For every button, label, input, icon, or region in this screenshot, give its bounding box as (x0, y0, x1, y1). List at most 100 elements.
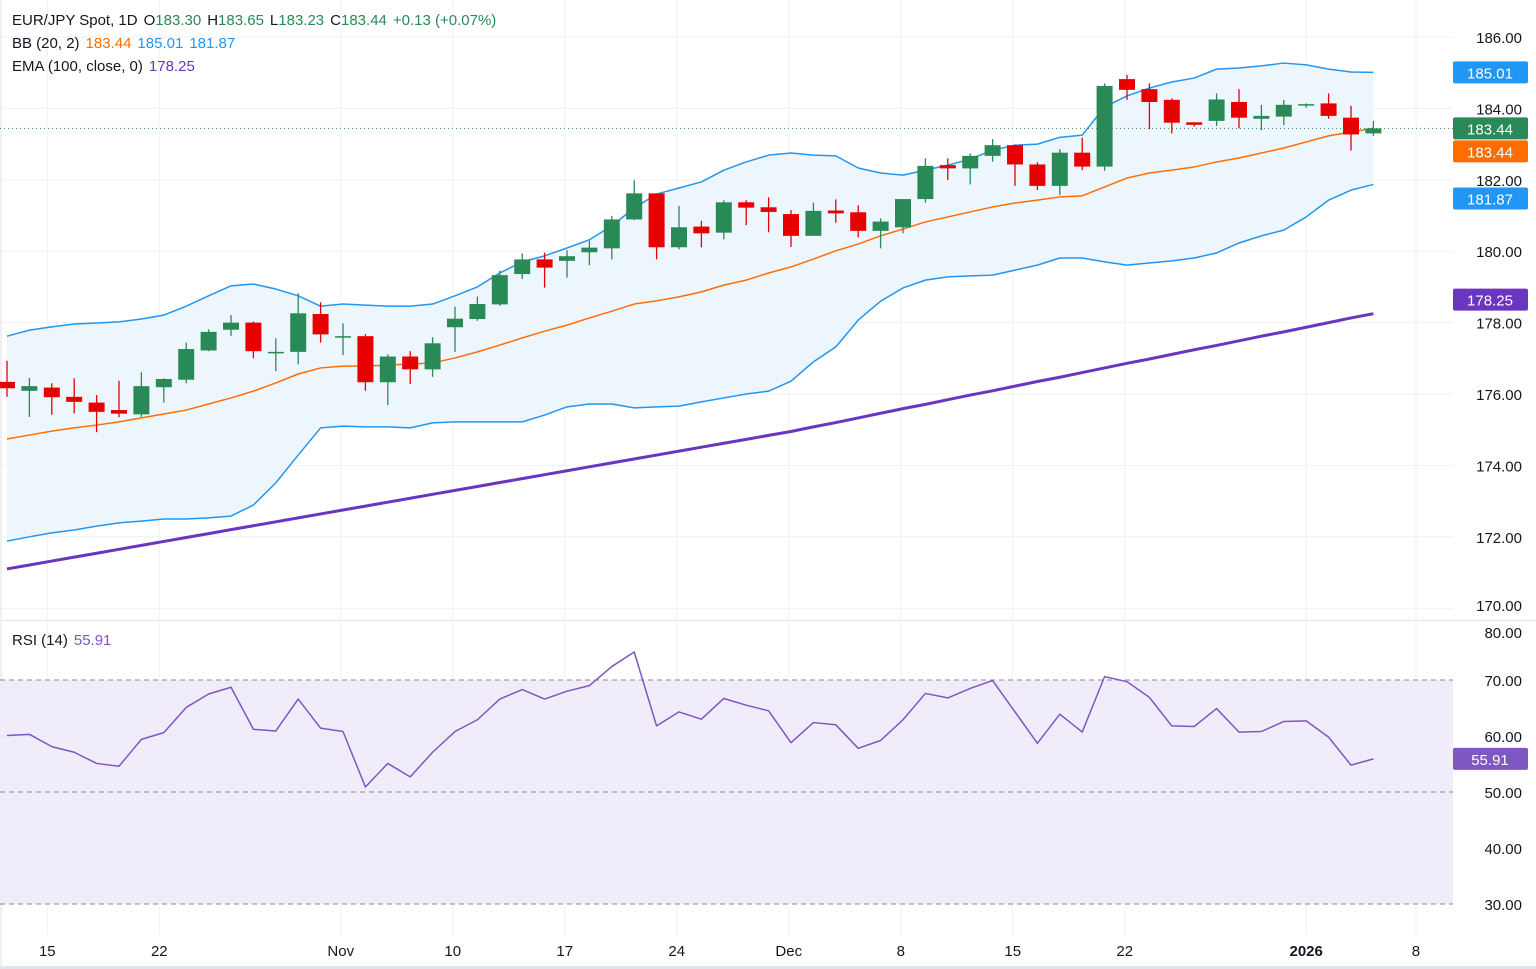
candle (43, 383, 60, 415)
bb-lower-value: 181.87 (189, 35, 236, 52)
rsi-line (6, 651, 1374, 788)
candle (536, 252, 553, 288)
candle-body (447, 318, 463, 328)
candle (962, 153, 979, 185)
candle (671, 205, 687, 250)
low-label: L (269, 12, 279, 29)
candle-body (424, 343, 441, 370)
candle-body (469, 304, 486, 320)
candle-body (715, 202, 732, 233)
candle (335, 323, 351, 356)
candle (917, 158, 934, 203)
candle (447, 306, 463, 352)
rsi-tick-label: 40.00 (1484, 841, 1522, 858)
bb-label[interactable]: BB (20, 2) (12, 35, 80, 52)
last-price-badge-text: 183.44 (1467, 121, 1513, 138)
last-price-badge (1453, 117, 1528, 140)
rsi-tick-label: 80.00 (1484, 625, 1522, 642)
open-value: 183.30 (155, 12, 202, 29)
candle (245, 321, 262, 359)
candle (626, 180, 643, 221)
x-tick-label: 22 (151, 943, 168, 960)
rsi-label[interactable]: RSI (14) (12, 632, 68, 649)
candle-body (43, 387, 60, 398)
x-tick-label: 8 (1412, 943, 1420, 960)
candle (760, 197, 777, 233)
candle (648, 193, 665, 260)
bb-lower-line (6, 183, 1374, 542)
bb-upper-badge (1453, 61, 1528, 84)
bb-lower-badge (1453, 187, 1528, 210)
rsi-tick-label: 30.00 (1484, 897, 1522, 914)
candle (850, 205, 867, 238)
candle (312, 302, 329, 343)
candle-body (335, 336, 351, 338)
candle (984, 139, 1001, 162)
candle-body (872, 221, 889, 231)
candle-body (648, 193, 665, 248)
candle (88, 395, 105, 433)
candle (267, 338, 284, 372)
x-tick-label: 15 (39, 943, 56, 960)
candle-body (1029, 164, 1046, 186)
ema-value: 178.25 (148, 58, 195, 75)
change-value: +0.13 (+0.07%) (392, 12, 497, 29)
x-tick-label: 15 (1004, 943, 1021, 960)
candle-body (290, 313, 307, 352)
candle-body (1096, 85, 1113, 167)
candle (1343, 105, 1359, 151)
price-tick-label: 176.00 (1476, 387, 1522, 404)
candle (693, 220, 710, 248)
bb-fill (7, 63, 1374, 542)
candle (424, 337, 441, 377)
bb-mid-badge-text: 183.44 (1467, 144, 1513, 161)
candle (715, 200, 732, 240)
low-value: 183.23 (278, 12, 325, 29)
candle-body (805, 210, 822, 236)
candle (1029, 162, 1046, 191)
candle-body (491, 275, 508, 305)
candle (1096, 83, 1113, 171)
candle (223, 315, 239, 336)
price-tick-label: 172.00 (1476, 530, 1522, 547)
candle-body (21, 386, 38, 391)
candle (1163, 98, 1180, 134)
candle-body (917, 165, 934, 200)
candle-body (1119, 79, 1135, 90)
rsi-badge (1453, 747, 1528, 770)
candle-body (267, 351, 284, 354)
candle-body (603, 219, 620, 249)
candle-body (1320, 103, 1337, 116)
candle-body (962, 155, 979, 169)
candle-body (111, 410, 127, 414)
x-tick-label: 8 (897, 943, 905, 960)
candle (895, 199, 911, 234)
price-tick-label: 184.00 (1476, 101, 1522, 118)
candle (1275, 99, 1292, 126)
candle-body (1365, 128, 1382, 134)
candle-body (155, 379, 172, 388)
candle-body (402, 356, 419, 370)
candle (1141, 83, 1158, 130)
candle-body (536, 259, 553, 268)
candle (155, 378, 172, 403)
candle-body (133, 386, 150, 415)
candle (133, 372, 150, 417)
candle (1007, 144, 1023, 186)
pane-separator (0, 620, 1536, 621)
candle-body (760, 207, 777, 212)
high-value: 183.65 (218, 12, 264, 29)
candle (559, 250, 575, 278)
candle-body (1231, 101, 1247, 118)
symbol-label[interactable]: EUR/JPY Spot, 1D (12, 12, 138, 29)
ema-label[interactable]: EMA (100, close, 0) (12, 58, 143, 75)
candle-body (1186, 122, 1203, 125)
candle-body (984, 145, 1001, 156)
price-legend: EUR/JPY Spot, 1D O183.30 H183.65 L183.23 C18… (12, 12, 502, 29)
price-tick-label: 182.00 (1476, 173, 1522, 190)
close-label: C (330, 12, 341, 29)
bb-middle-line (6, 127, 1374, 440)
candle-body (939, 165, 956, 169)
bb-mid-value: 183.44 (85, 35, 132, 52)
